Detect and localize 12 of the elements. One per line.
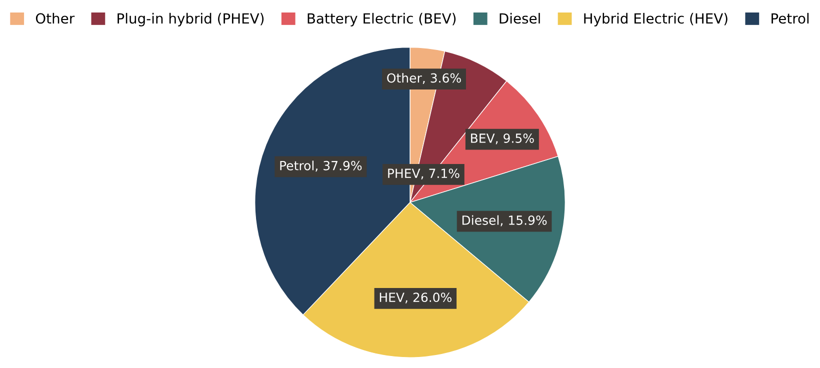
- legend-label: Battery Electric (BEV): [308, 12, 456, 26]
- legend-label: Plug-in hybrid (PHEV): [118, 12, 264, 26]
- legend-label: Hybrid Electric (HEV): [584, 12, 728, 26]
- data-label: Petrol, 37.9%: [280, 160, 362, 172]
- legend-label: Diesel: [500, 12, 540, 24]
- legend-label: Petrol: [772, 12, 809, 24]
- data-label: Diesel, 15.9%: [462, 215, 547, 226]
- legend-label: Other: [36, 12, 75, 24]
- data-label: HEV, 26.0%: [380, 292, 452, 304]
- data-label: Other, 3.6%: [387, 73, 461, 84]
- data-label: BEV, 9.5%: [471, 134, 534, 144]
- data-label: PHEV, 7.1%: [388, 168, 460, 180]
